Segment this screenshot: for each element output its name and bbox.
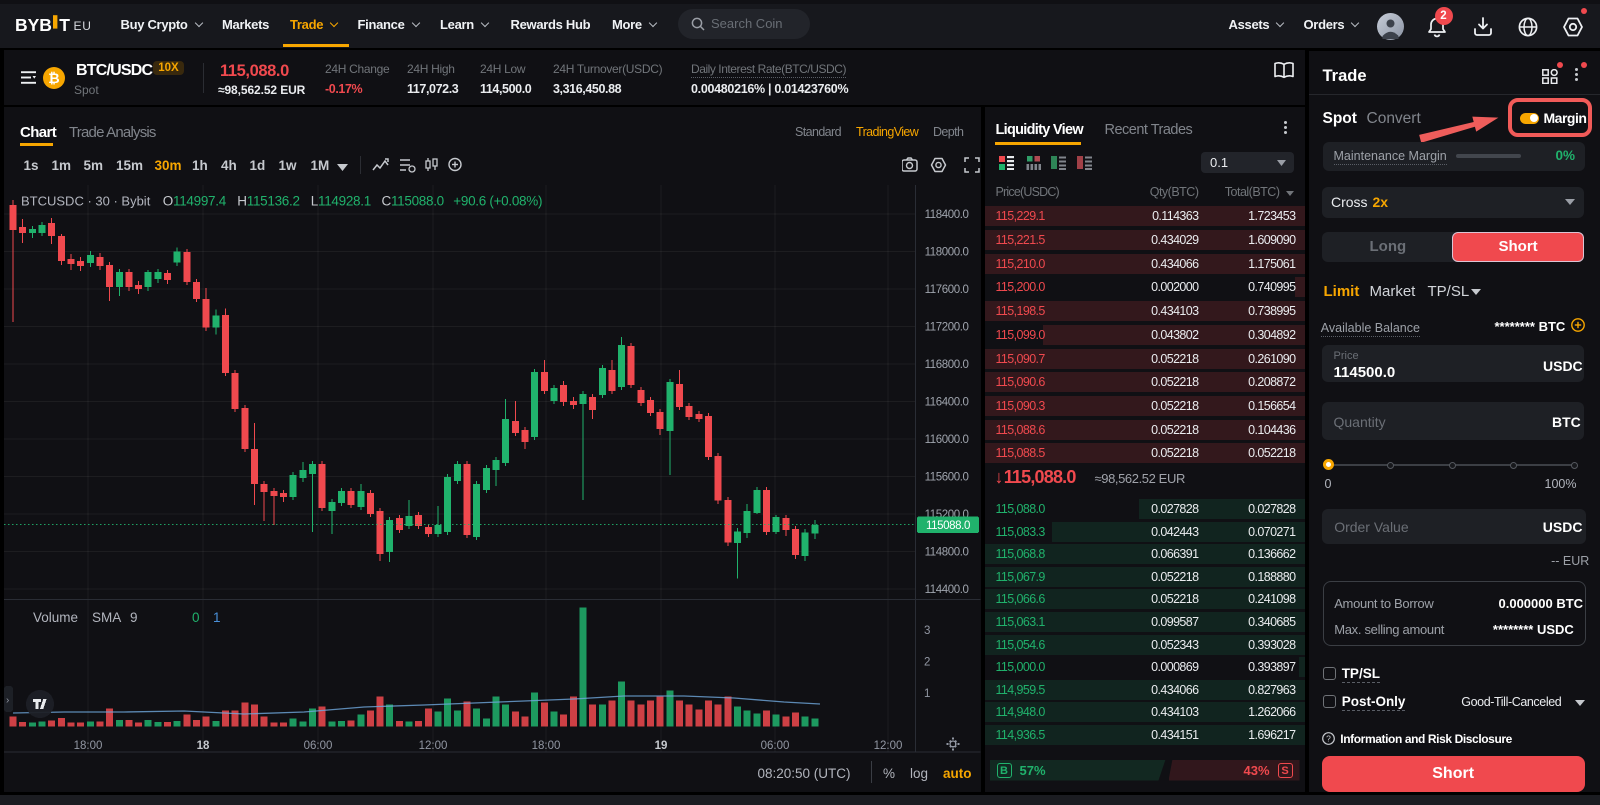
svg-text:H115136.2: H115136.2 [237,194,299,209]
svg-text:117200.0: 117200.0 [925,322,969,334]
svg-text:06:00: 06:00 [761,740,790,752]
svg-text:0: 0 [192,610,200,625]
svg-text:›: › [6,695,9,706]
svg-text:BTCUSDC · 30 · Bybit: BTCUSDC · 30 · Bybit [21,194,151,209]
svg-text:O114997.4: O114997.4 [163,194,227,209]
svg-text:3: 3 [924,625,930,637]
svg-text:18:00: 18:00 [74,740,103,752]
svg-text:118400.0: 118400.0 [925,209,969,221]
svg-text:116400.0: 116400.0 [925,397,969,409]
svg-text:1: 1 [924,688,930,700]
svg-text:+90.6 (+0.08%): +90.6 (+0.08%) [453,194,542,209]
svg-text:EU: EU [74,19,92,33]
svg-text:118000.0: 118000.0 [925,247,969,259]
svg-text:116800.0: 116800.0 [925,359,969,371]
svg-text:06:00: 06:00 [304,740,333,752]
svg-text:19: 19 [655,740,668,752]
svg-text:C115088.0: C115088.0 [382,194,444,209]
svg-text:L114928.1: L114928.1 [311,194,371,209]
svg-text:114400.0: 114400.0 [925,584,969,596]
svg-text:18:00: 18:00 [532,740,561,752]
svg-text:115600.0: 115600.0 [925,472,969,484]
svg-text:9: 9 [130,610,138,625]
svg-text:Volume: Volume [33,610,78,625]
svg-text:116000.0: 116000.0 [925,434,969,446]
svg-text:BYB: BYB [15,15,52,35]
svg-text:117600.0: 117600.0 [925,284,969,296]
svg-text:18: 18 [197,740,210,752]
svg-text:12:00: 12:00 [419,740,448,752]
svg-text:1: 1 [213,610,221,625]
svg-text:2: 2 [924,657,930,669]
svg-text:SMA: SMA [92,610,121,625]
svg-text:T: T [59,15,70,35]
svg-text:114800.0: 114800.0 [925,547,969,559]
svg-text:?: ? [1326,733,1331,743]
svg-text:12:00: 12:00 [874,740,903,752]
svg-text:115088.0: 115088.0 [926,520,970,532]
